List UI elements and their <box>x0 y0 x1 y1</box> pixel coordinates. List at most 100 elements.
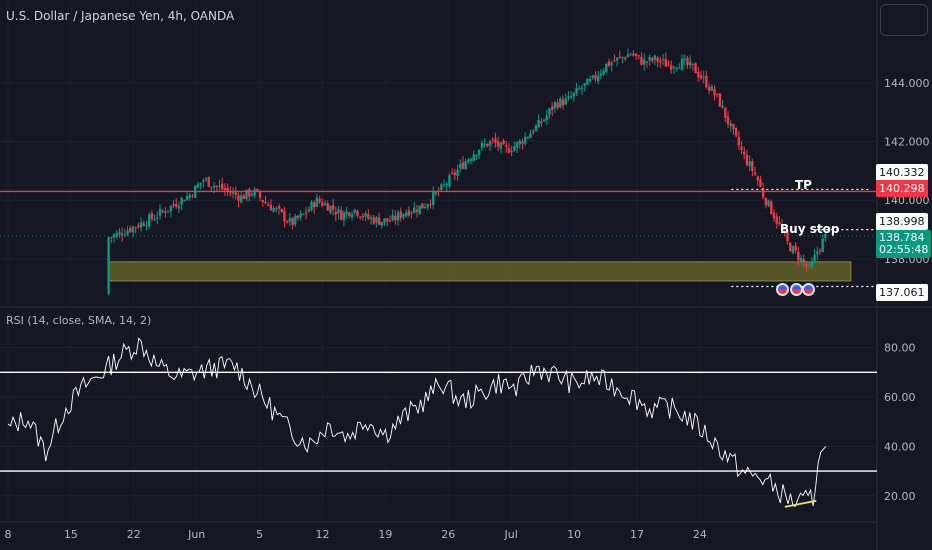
candle-body <box>421 203 424 209</box>
candle-body <box>637 55 640 57</box>
time-tick-label: 24 <box>693 528 707 541</box>
candle-body <box>115 232 118 237</box>
us-flag-event-icon[interactable] <box>802 283 815 296</box>
buy-stop-label: Buy stop <box>780 222 840 236</box>
candle-body <box>377 217 381 225</box>
candle-body <box>110 237 113 239</box>
candle-body <box>540 121 543 123</box>
candle-body <box>613 60 616 62</box>
candle-body <box>721 106 724 108</box>
candle-body <box>488 141 492 146</box>
symbol-title: U.S. Dollar / Japanese Yen, 4h, OANDA <box>6 9 235 23</box>
candle-body <box>126 230 129 235</box>
candle-body <box>515 142 519 148</box>
candle-body <box>475 154 478 157</box>
candle-body <box>407 210 411 216</box>
candle-body <box>578 88 581 90</box>
candle-body <box>472 154 475 161</box>
candle-body <box>386 218 389 222</box>
candle-body <box>807 264 811 266</box>
us-flag-event-icon[interactable] <box>776 283 789 296</box>
candle-body <box>532 131 535 133</box>
candle-body <box>591 75 594 78</box>
candle-body <box>794 245 797 251</box>
candle-body <box>459 163 462 169</box>
candle-body <box>156 217 159 219</box>
stop-price-tag: 137.061 <box>876 284 928 301</box>
candle-body <box>502 140 505 145</box>
candle-body <box>172 203 175 206</box>
candle-body <box>139 222 143 228</box>
candle-body <box>226 187 229 191</box>
candle-body <box>137 225 140 228</box>
candle-body <box>624 57 627 59</box>
candle-body <box>756 176 759 181</box>
candle-body <box>350 214 354 218</box>
candle-body <box>223 188 227 190</box>
candle-body <box>599 73 603 76</box>
candle-body <box>691 63 695 65</box>
candle-body <box>267 204 270 206</box>
candle-body <box>542 119 546 122</box>
candle-body <box>767 200 770 206</box>
candle-body <box>248 189 251 197</box>
candle-body <box>629 54 632 56</box>
candle-body <box>469 159 473 161</box>
candle-body <box>715 93 719 95</box>
candle-body <box>337 209 340 214</box>
candle-body <box>653 55 657 61</box>
candle-body <box>702 76 705 78</box>
candle-body <box>396 212 400 221</box>
candle-body <box>315 197 319 207</box>
candle-body <box>448 175 451 187</box>
candle-body <box>175 203 178 208</box>
candle-body <box>304 212 308 214</box>
candle-body <box>277 206 281 209</box>
candle-body <box>221 183 224 190</box>
candle-body <box>131 226 135 233</box>
candle-body <box>697 71 700 77</box>
candle-body <box>345 211 348 214</box>
candle-body <box>621 57 624 59</box>
candle-body <box>323 203 327 205</box>
candle-body <box>367 214 370 219</box>
candle-body <box>456 169 459 177</box>
candle-body <box>383 218 386 223</box>
candle-body <box>753 172 757 175</box>
price-tick-label: 140.000 <box>884 194 930 207</box>
candle-body <box>299 213 302 218</box>
candle-body <box>734 128 738 136</box>
toolbar-button[interactable] <box>880 4 928 36</box>
candle-body <box>521 141 524 144</box>
candle-body <box>467 159 470 163</box>
candle-body <box>496 141 500 147</box>
candle-body <box>699 75 703 79</box>
candle-body <box>770 201 773 215</box>
candle-body <box>545 115 549 121</box>
candle-body <box>675 67 678 69</box>
time-tick-label: 5 <box>256 528 263 541</box>
candle-body <box>426 204 429 208</box>
candle-body <box>561 99 565 106</box>
candle-body <box>810 262 814 267</box>
candle-body <box>499 142 503 149</box>
candle-body <box>797 251 800 261</box>
candle-body <box>204 178 208 180</box>
candle-body <box>494 138 497 143</box>
candle-body <box>572 92 576 97</box>
candle-body <box>250 194 254 196</box>
candle-body <box>707 86 711 91</box>
rsi-divergence-line <box>784 499 817 508</box>
candle-body <box>816 251 819 255</box>
candle-body <box>134 227 137 229</box>
time-tick-label: 12 <box>316 528 330 541</box>
time-tick-label: 19 <box>378 528 392 541</box>
candle-body <box>388 220 392 222</box>
candle-body <box>461 162 465 169</box>
candle-body <box>580 87 584 89</box>
candle-body <box>307 209 310 212</box>
candle-body <box>632 53 635 56</box>
rsi-tick-label: 20.00 <box>884 490 916 503</box>
candle-body <box>672 67 676 69</box>
candle-body <box>237 195 240 201</box>
